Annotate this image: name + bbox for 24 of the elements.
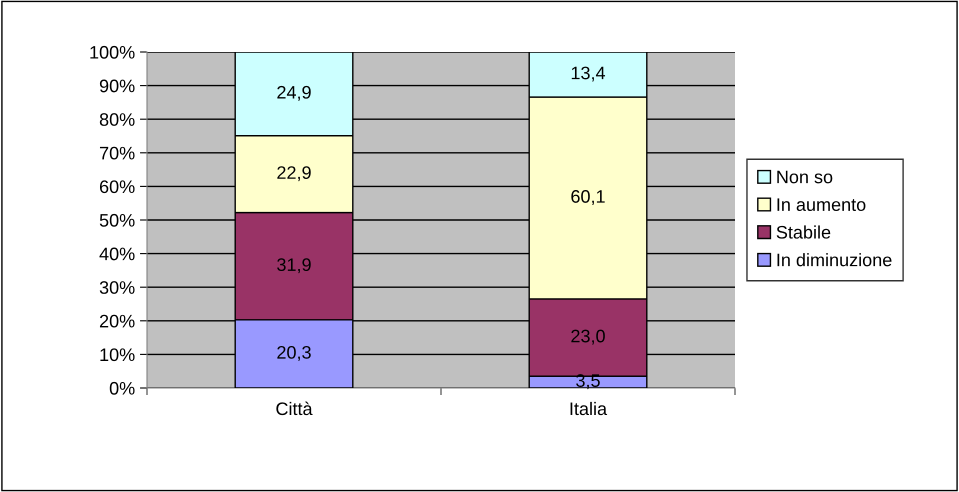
x-tick-label: Italia <box>570 402 608 416</box>
y-tick-label: 100% <box>90 46 135 59</box>
y-tick-label: 0% <box>110 382 135 395</box>
data-label: 20,3 <box>277 346 311 361</box>
y-tick-label: 90% <box>100 80 135 92</box>
y-tick-label: 30% <box>100 281 135 294</box>
y-tick-label: 40% <box>99 248 135 260</box>
y-tick-label: 80% <box>100 113 135 126</box>
data-label: 22,9 <box>277 166 311 182</box>
data-label: 24,9 <box>277 86 311 101</box>
legend-label: In diminuzione <box>778 253 892 266</box>
data-label: 23,0 <box>571 330 605 345</box>
y-tick-label: 50% <box>100 214 135 227</box>
y-tick-label: 10% <box>100 348 135 362</box>
legend-label: Stabile <box>776 225 830 239</box>
data-label: 31,9 <box>277 258 311 274</box>
legend-label: In aumento <box>778 198 866 212</box>
data-label: 60,1 <box>571 190 605 205</box>
y-tick-label: 60% <box>100 180 135 194</box>
data-label: 13,4 <box>572 66 606 82</box>
y-tick-label: 20% <box>100 314 135 328</box>
legend-label: Non so <box>777 170 832 184</box>
x-tick-label: Città <box>276 402 313 416</box>
y-tick-label: 70% <box>100 146 135 160</box>
